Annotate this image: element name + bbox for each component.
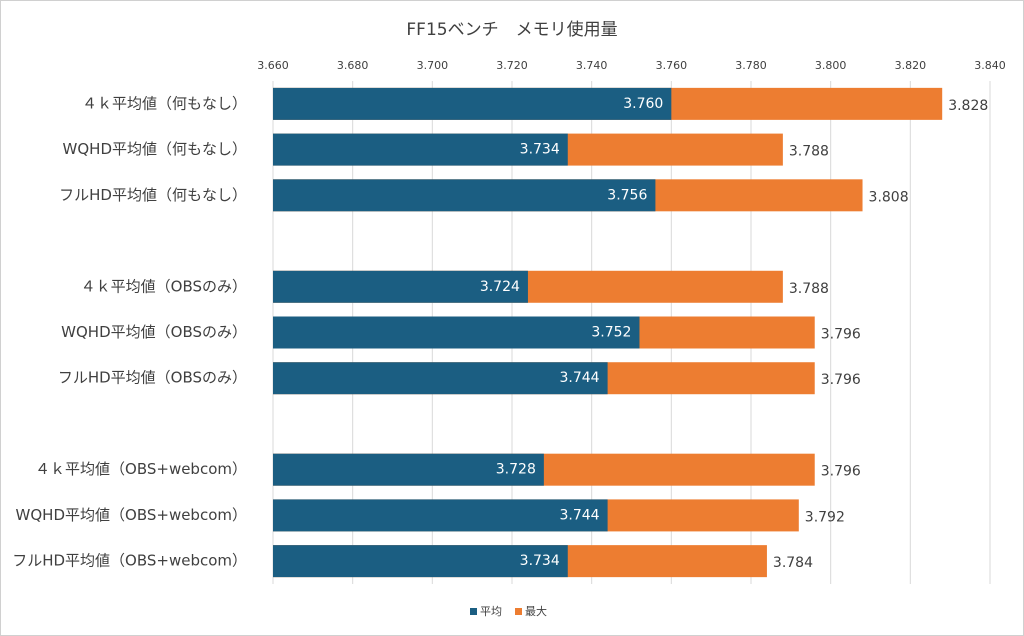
data-label: 3.792 — [805, 509, 845, 525]
bar — [273, 362, 608, 395]
data-label: 3.828 — [948, 98, 988, 114]
bar — [273, 133, 568, 166]
data-label: 3.784 — [773, 555, 813, 571]
data-label: 3.760 — [623, 96, 663, 112]
bar — [273, 87, 672, 120]
data-label: 3.728 — [496, 462, 536, 478]
y-tick-label: WQHD平均値（OBS+webcom） — [16, 506, 247, 524]
legend-label: 平均 — [480, 605, 502, 618]
x-tick-label: 3.820 — [895, 59, 927, 72]
data-label: 3.796 — [821, 464, 861, 480]
data-label: 3.756 — [607, 187, 647, 203]
y-tick-label: WQHD平均値（何もなし） — [63, 140, 247, 158]
bar — [273, 499, 608, 532]
bar — [273, 270, 528, 303]
y-tick-label: フルHD平均値（何もなし） — [59, 186, 247, 204]
x-tick-label: 3.720 — [496, 59, 528, 72]
x-tick-label: 3.800 — [815, 59, 847, 72]
legend-swatch — [515, 608, 522, 615]
y-tick-label: WQHD平均値（OBSのみ） — [61, 323, 247, 341]
x-tick-label: 3.680 — [337, 59, 369, 72]
x-tick-label: 3.840 — [974, 59, 1006, 72]
data-label: 3.808 — [869, 189, 909, 205]
y-tick-label: ４ｋ平均値（OBS+webcom） — [35, 460, 247, 478]
data-label: 3.734 — [520, 142, 560, 158]
data-label: 3.796 — [821, 372, 861, 388]
data-label: 3.744 — [560, 507, 600, 523]
bar — [273, 545, 568, 578]
chart-title: FF15ベンチ メモリ使用量 — [406, 19, 617, 40]
data-label: 3.788 — [789, 144, 829, 160]
x-tick-label: 3.760 — [656, 59, 688, 72]
y-tick-label: ４ｋ平均値（何もなし） — [82, 94, 247, 112]
legend-swatch — [470, 608, 477, 615]
x-tick-label: 3.740 — [576, 59, 608, 72]
bar — [273, 453, 544, 486]
x-tick-label: 3.660 — [257, 59, 289, 72]
data-label: 3.796 — [821, 327, 861, 343]
data-label: 3.734 — [520, 553, 560, 569]
data-label: 3.744 — [560, 370, 600, 386]
data-label: 3.752 — [591, 325, 631, 341]
bar — [273, 316, 640, 349]
data-label: 3.788 — [789, 281, 829, 297]
x-tick-label: 3.780 — [735, 59, 767, 72]
data-label: 3.724 — [480, 279, 520, 295]
x-tick-label: 3.700 — [417, 59, 449, 72]
y-tick-label: ４ｋ平均値（OBSのみ） — [81, 277, 247, 295]
legend-label: 最大 — [525, 604, 547, 618]
y-tick-label: フルHD平均値（OBS+webcom） — [12, 552, 247, 570]
y-tick-label: フルHD平均値（OBSのみ） — [58, 369, 247, 387]
bar — [273, 179, 656, 212]
